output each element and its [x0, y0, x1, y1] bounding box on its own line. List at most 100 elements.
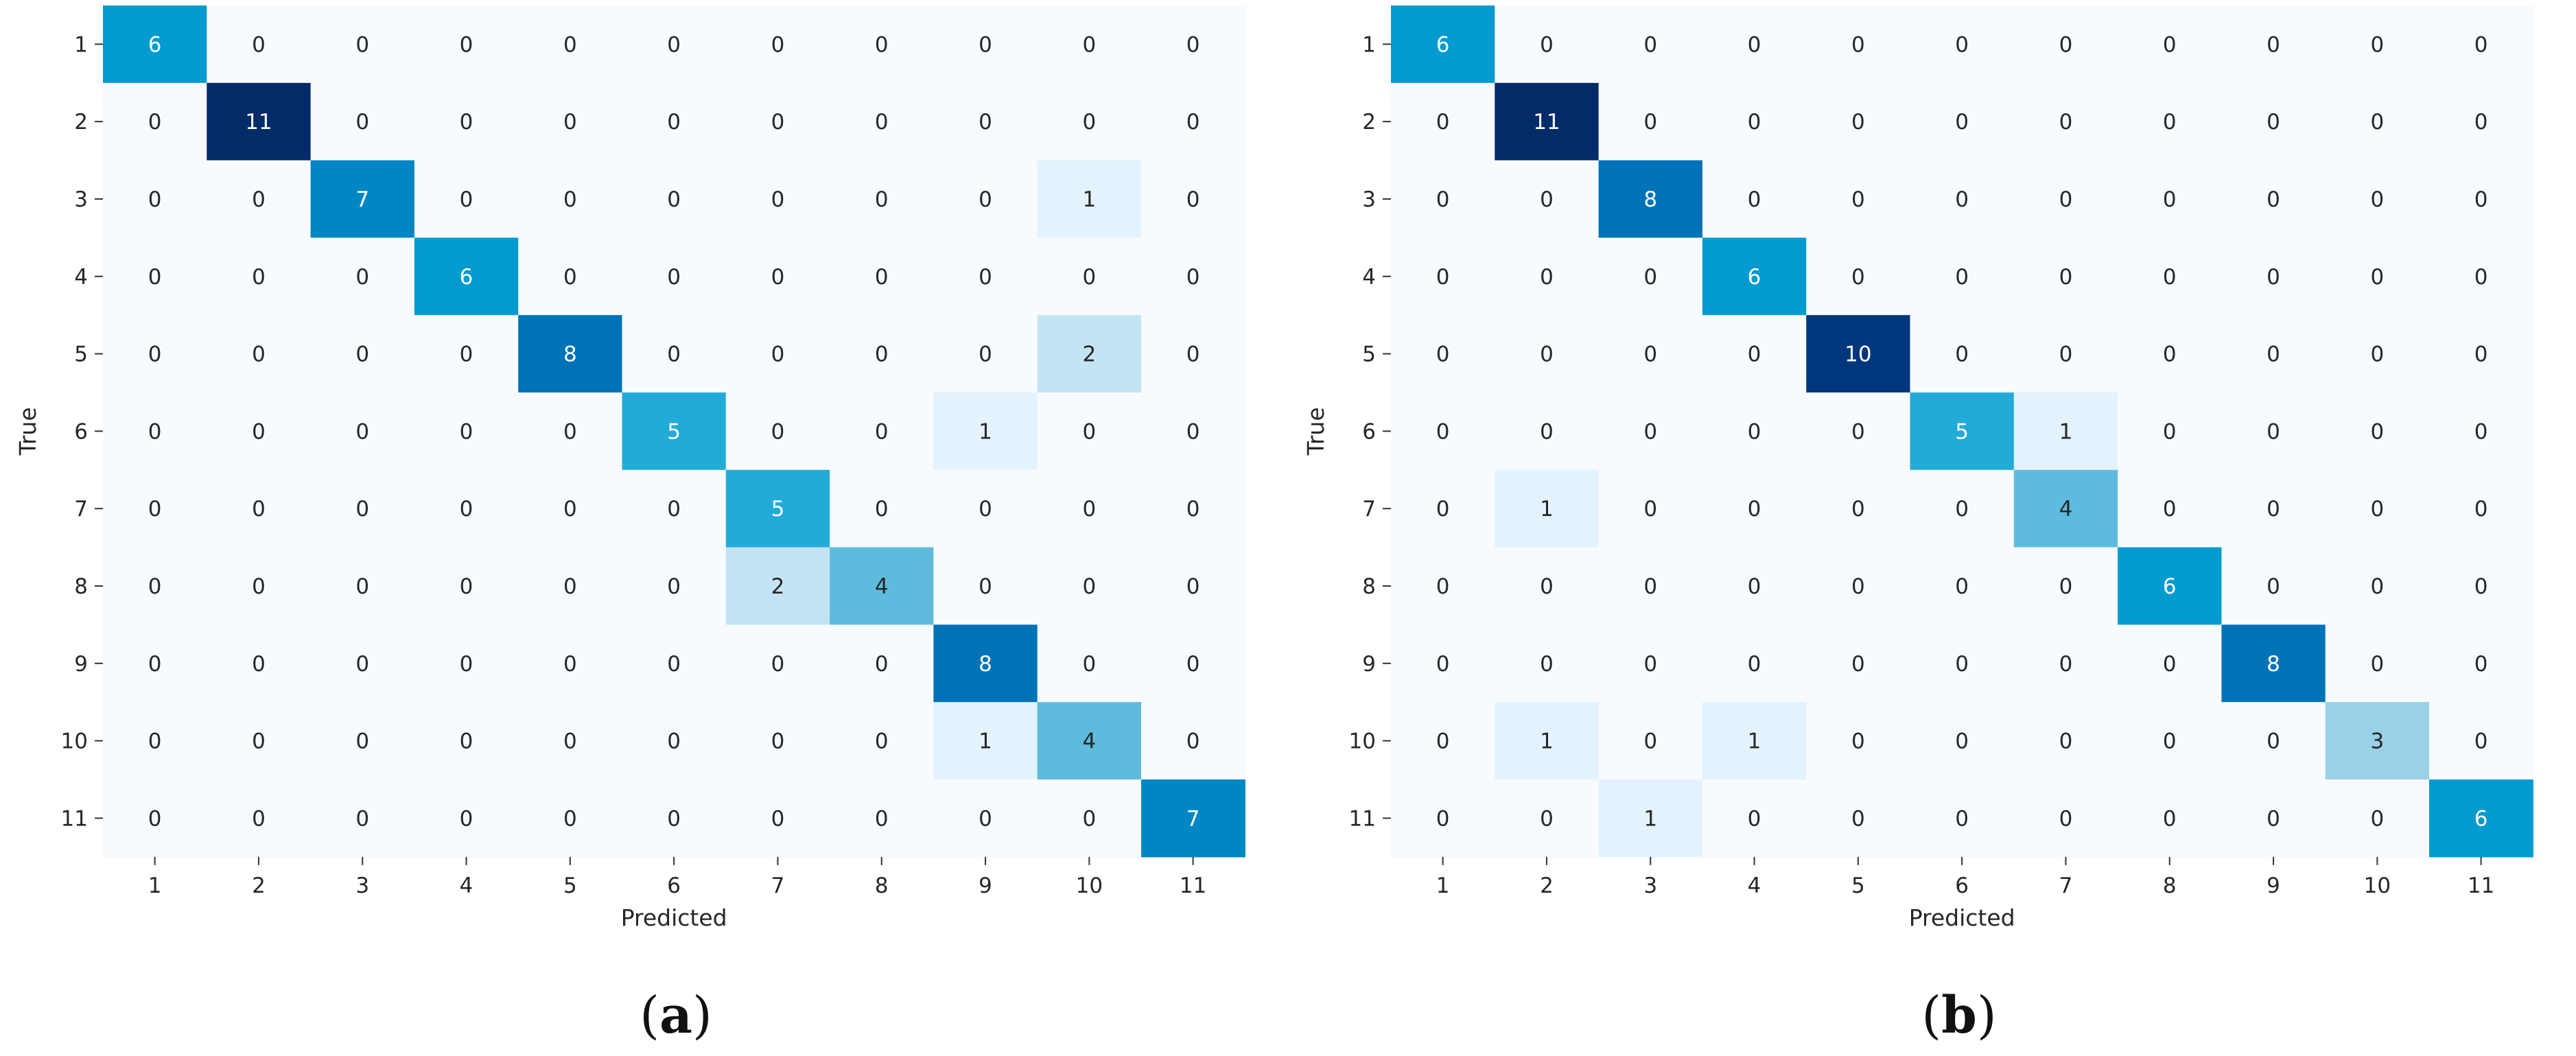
heatmap-cell: [2013, 315, 2118, 393]
heatmap-cell: [1806, 315, 1911, 393]
x-tick-label: 4: [1748, 873, 1761, 898]
heatmap-cell: [1141, 82, 1245, 161]
cell-value-label: 0: [1748, 497, 1761, 521]
heatmap-cell: [1495, 469, 1600, 548]
cell-value-label: 0: [2267, 574, 2280, 599]
cell-value-label: 0: [2474, 187, 2488, 212]
cell-value-label: 0: [1540, 342, 1554, 367]
x-tick-label: 9: [2267, 873, 2280, 898]
cell-value-label: 0: [252, 187, 266, 212]
heatmap-cell: [1910, 469, 2015, 548]
cell-value-label: 0: [2267, 187, 2280, 212]
cell-value-label: 0: [875, 806, 889, 831]
cell-value-label: 0: [771, 265, 785, 290]
heatmap-cell: [1037, 315, 1142, 393]
heatmap-cell: [2221, 469, 2326, 548]
cell-value-label: 0: [1082, 497, 1096, 521]
cell-value-label: 0: [2474, 110, 2488, 134]
heatmap-cell: [1910, 392, 2015, 471]
heatmap-cell: [414, 5, 519, 84]
heatmap-cell: [1391, 315, 1495, 393]
cell-value-label: 0: [148, 574, 162, 599]
y-tick-label: 9: [74, 652, 88, 677]
y-tick-label: 10: [61, 729, 88, 754]
heatmap-cell: [103, 392, 207, 471]
heatmap-cell: [2118, 624, 2222, 703]
cell-value-label: 0: [1955, 187, 1969, 212]
heatmap-cell: [2429, 547, 2533, 625]
cell-value-label: 0: [1186, 652, 1200, 677]
heatmap-cell: [2221, 624, 2326, 703]
cell-value-label: 0: [1436, 497, 1450, 521]
cell-value-label: 1: [979, 419, 992, 444]
heatmap-cell: [1141, 624, 1245, 703]
cell-value-label: 6: [1436, 32, 1450, 57]
cell-value-label: 0: [979, 265, 992, 290]
heatmap-cell: [1702, 469, 1807, 548]
cell-value-label: 0: [1082, 652, 1096, 677]
cell-value-label: 0: [252, 419, 266, 444]
cell-value-label: 0: [2059, 187, 2073, 212]
cell-value-label: 0: [2163, 187, 2177, 212]
heatmap-cell: [2325, 779, 2430, 858]
cell-value-label: 0: [1186, 32, 1200, 57]
x-axis-label: Predicted: [1909, 904, 2015, 931]
heatmap-cell: [1141, 392, 1245, 471]
heatmap-cell: [2429, 237, 2533, 316]
heatmap-cell: [2221, 392, 2326, 471]
confusion-matrix-a: 6 0 0 0 0 0 0 0 0 0 00 11 0 0 0 0 0 0 0 0 00 0 7 0 0 0 0 0 0 1 00 0 0 6 0 0…: [14, 5, 1245, 931]
cell-value-label: 0: [1436, 729, 1450, 754]
heatmap-cell: [830, 469, 934, 548]
y-tick-label: 4: [74, 265, 88, 290]
cell-value-label: 0: [460, 342, 473, 367]
x-tick-label: 4: [460, 873, 473, 898]
heatmap-cell: [2013, 82, 2118, 161]
heatmap-cell: [1141, 237, 1245, 316]
cell-value-label: 6: [460, 265, 473, 290]
cell-value-label: 0: [1748, 32, 1761, 57]
cell-value-label: 0: [355, 265, 369, 290]
cell-value-label: 0: [2059, 32, 2073, 57]
heatmap-cell: [2429, 82, 2533, 161]
heatmap-cell: [1141, 779, 1245, 858]
cell-value-label: 0: [1082, 110, 1096, 134]
cell-value-label: 0: [2059, 729, 2073, 754]
cell-value-label: 0: [979, 806, 992, 831]
cell-value-label: 0: [771, 652, 785, 677]
cell-value-label: 0: [563, 187, 577, 212]
cell-value-label: 0: [771, 806, 785, 831]
heatmap-cell: [1702, 315, 1807, 393]
heatmap-cell: [1391, 469, 1495, 548]
heatmap-cell: [2118, 82, 2222, 161]
heatmap-cell: [2118, 392, 2222, 471]
heatmap-cell: [207, 469, 312, 548]
heatmap-cell: [725, 5, 830, 84]
heatmap-cell: [2013, 547, 2118, 625]
heatmap-cell: [2013, 160, 2118, 238]
heatmap-cell: [622, 237, 727, 316]
cell-value-label: 0: [252, 265, 266, 290]
heatmap-cell: [2429, 702, 2533, 780]
cell-value-label: 0: [2059, 342, 2073, 367]
heatmap-cell: [1910, 547, 2015, 625]
cell-value-label: 0: [1643, 652, 1657, 677]
cell-value-label: 0: [979, 110, 992, 134]
heatmap-cell: [1141, 469, 1245, 548]
y-tick-label: 7: [1362, 497, 1376, 521]
cell-value-label: 0: [563, 419, 577, 444]
heatmap-cell: [2429, 624, 2533, 703]
y-tick-label: 5: [1362, 342, 1376, 367]
cell-value-label: 0: [1540, 265, 1554, 290]
heatmap-cell: [518, 392, 623, 471]
cell-value-label: 0: [1540, 806, 1554, 831]
cell-value-label: 0: [2474, 265, 2488, 290]
caption-open-paren: (: [1921, 986, 1942, 1045]
heatmap-cell: [725, 315, 830, 393]
cell-value-label: 0: [355, 574, 369, 599]
heatmap-cell: [1910, 82, 2015, 161]
cell-value-label: 0: [355, 342, 369, 367]
heatmap-cell: [1495, 160, 1600, 238]
cell-value-label: 5: [667, 419, 681, 444]
heatmap-cell: [103, 160, 207, 238]
heatmap-cell: [933, 779, 1038, 858]
